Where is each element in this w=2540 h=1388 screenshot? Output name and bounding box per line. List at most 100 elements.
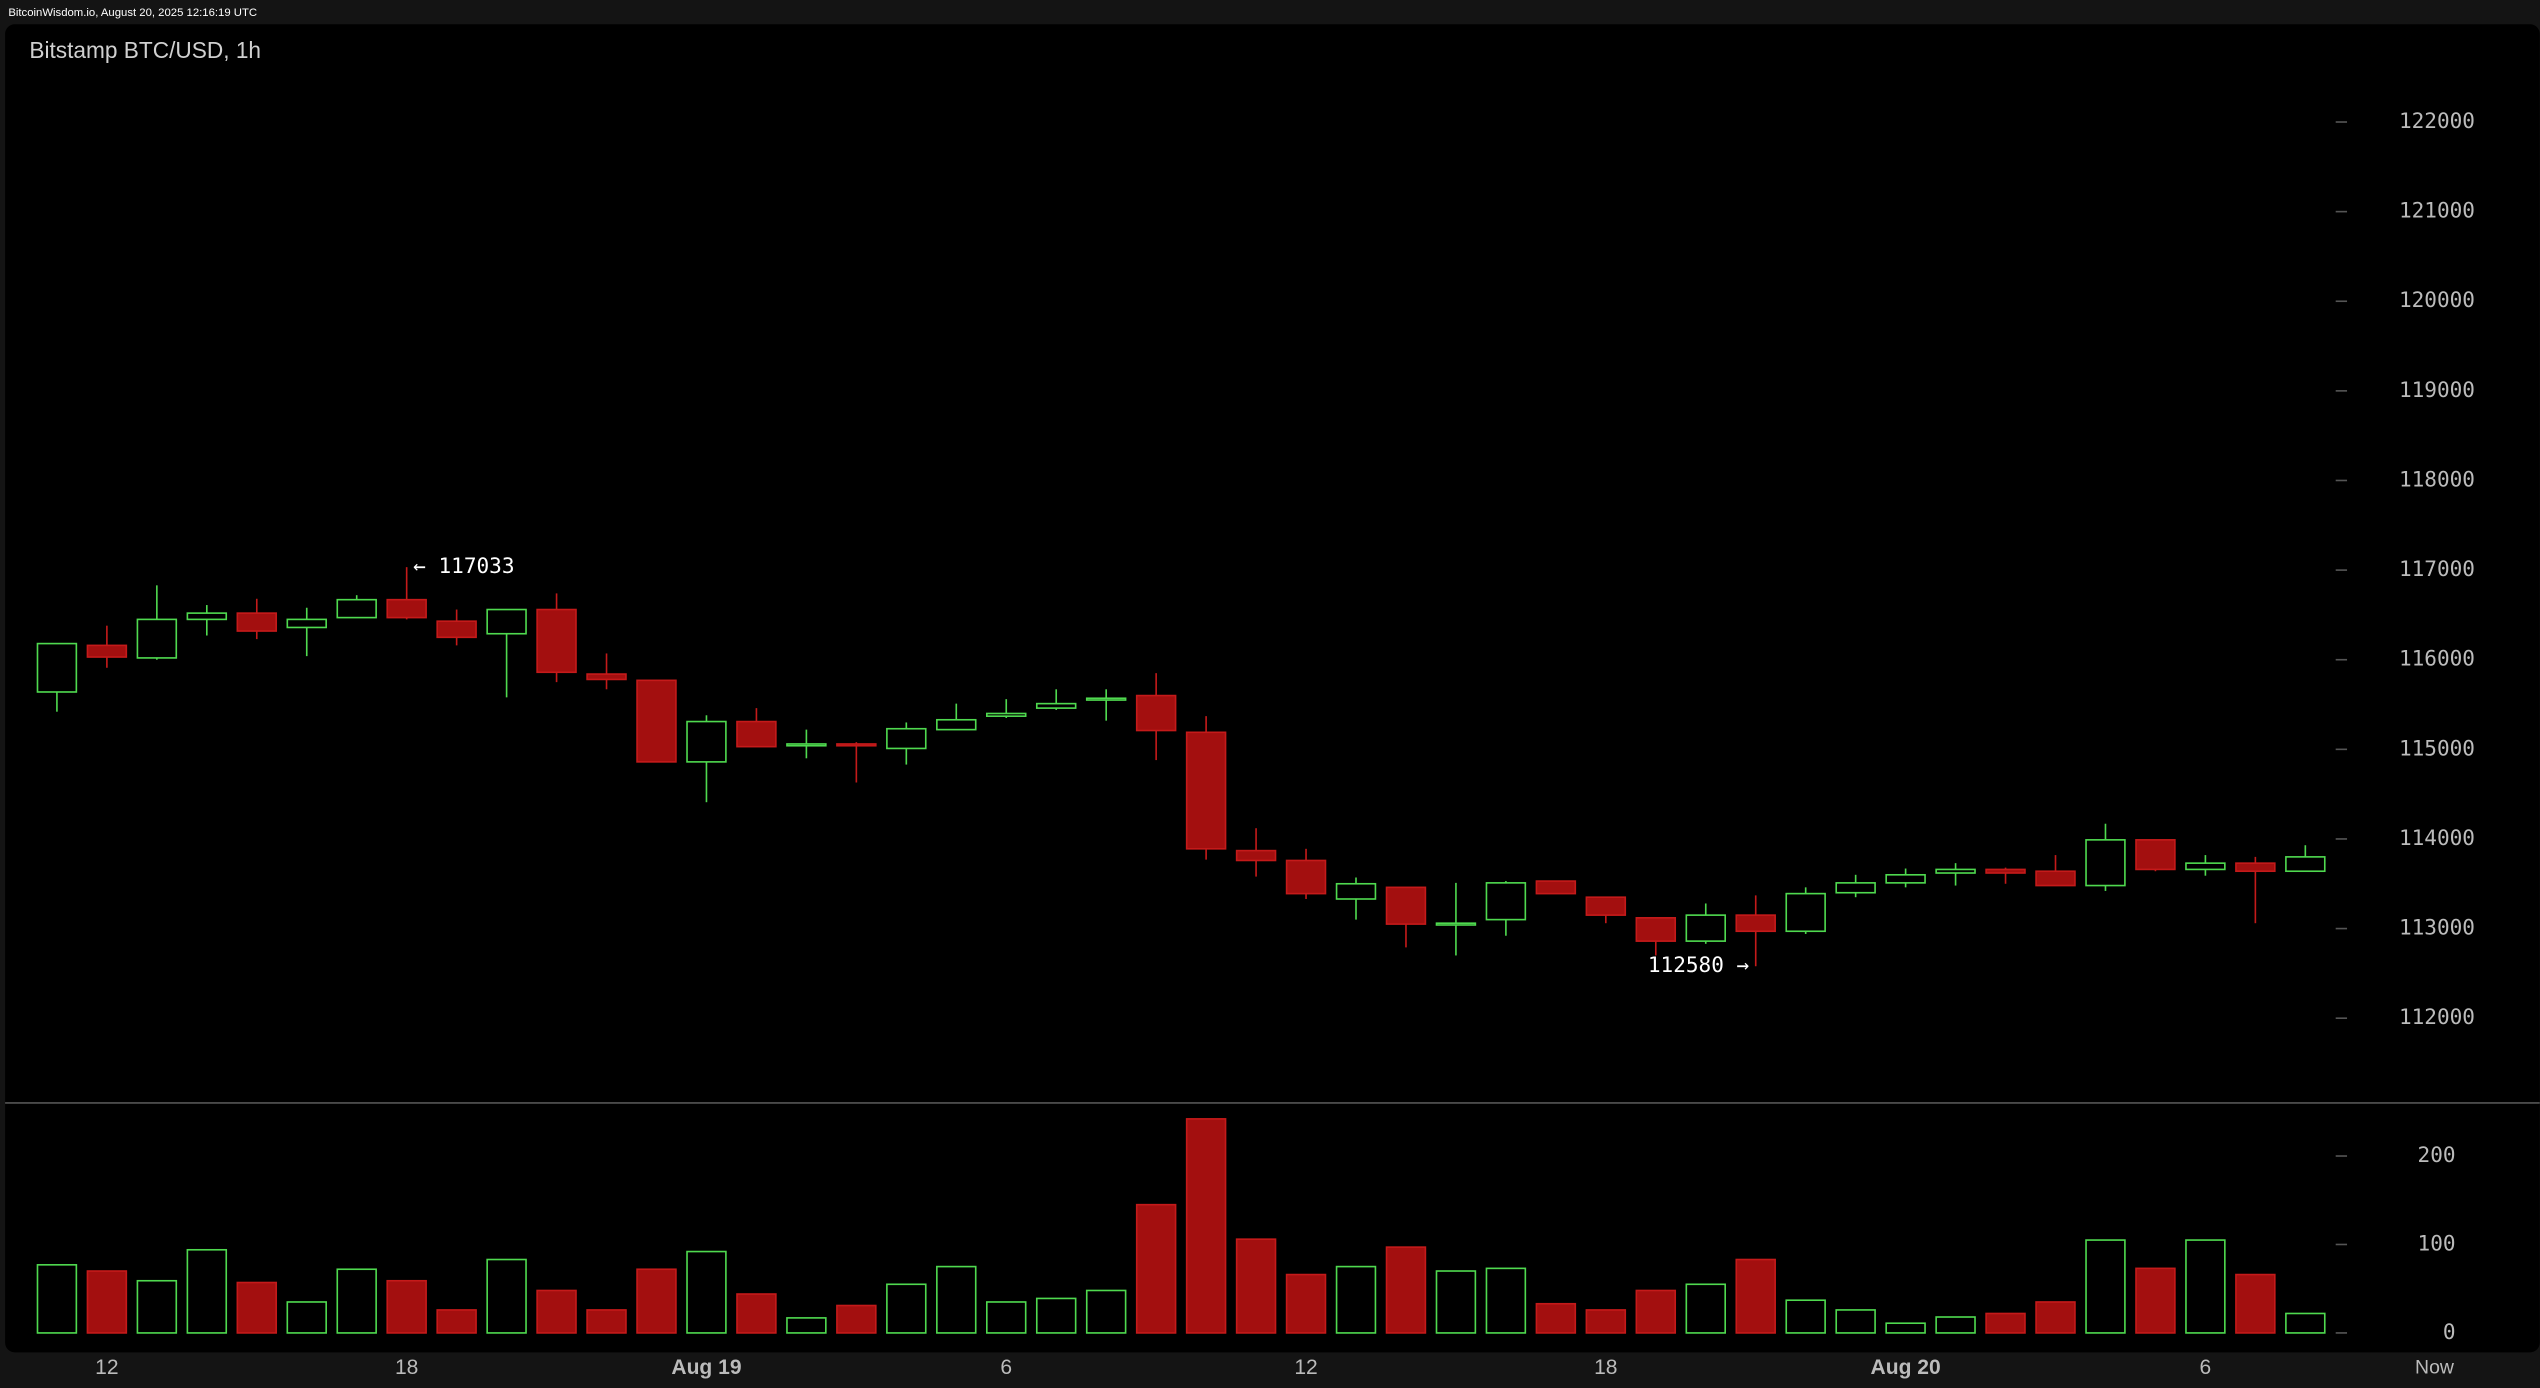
candle-body bbox=[186, 612, 228, 621]
volume-bar bbox=[936, 1265, 977, 1334]
x-tick-label: Aug 19 bbox=[671, 1356, 741, 1379]
candle-body bbox=[1735, 914, 1776, 933]
annotation: ← 117033 bbox=[413, 553, 514, 578]
y-tick-label: 116000 bbox=[2399, 646, 2475, 671]
volume-bar bbox=[1835, 1309, 1876, 1334]
volume-bar bbox=[2285, 1312, 2326, 1334]
x-end-label: Now bbox=[2415, 1357, 2455, 1379]
y-tick-label: 119000 bbox=[2399, 377, 2475, 402]
volume-bar bbox=[1085, 1289, 1127, 1334]
candle-body bbox=[236, 612, 278, 632]
candle-body bbox=[1635, 917, 1677, 942]
candle-body bbox=[886, 727, 927, 750]
annotation: 112580 → bbox=[1648, 952, 1749, 977]
volume-bar bbox=[1935, 1316, 1976, 1334]
candle-body bbox=[986, 712, 1027, 717]
candle-body bbox=[1835, 882, 1876, 894]
x-tick-label: 6 bbox=[2200, 1356, 2212, 1379]
volume-bar bbox=[1885, 1322, 1926, 1334]
candle-body bbox=[936, 718, 977, 731]
volume-bar bbox=[686, 1250, 727, 1334]
candle-body bbox=[1585, 896, 1627, 916]
candle-body bbox=[1685, 914, 1726, 942]
volume-tick-label: 100 bbox=[2418, 1230, 2456, 1255]
volume-bar bbox=[136, 1279, 178, 1334]
volume-tick-label: 0 bbox=[2443, 1319, 2456, 1344]
y-tick-label: 114000 bbox=[2399, 825, 2475, 850]
volume-bar bbox=[436, 1309, 477, 1334]
candle-body bbox=[436, 620, 477, 639]
candle-body bbox=[1285, 859, 1327, 895]
volume-bar bbox=[986, 1301, 1027, 1334]
candle-body bbox=[286, 618, 327, 629]
volume-tick-label: 200 bbox=[2418, 1142, 2456, 1167]
volume-bar bbox=[1185, 1118, 1227, 1334]
volume-bar bbox=[2235, 1273, 2276, 1334]
y-tick-label: 115000 bbox=[2399, 735, 2475, 760]
chart-title: Bitstamp BTC/USD, 1h bbox=[29, 37, 261, 63]
volume-bar bbox=[736, 1293, 777, 1334]
volume-bar bbox=[1135, 1203, 1177, 1334]
candle-body bbox=[36, 642, 78, 693]
candle-body bbox=[1035, 702, 1077, 709]
candle-body bbox=[136, 618, 178, 659]
x-tick-label: 6 bbox=[1000, 1356, 1012, 1379]
volume-bar bbox=[836, 1304, 877, 1334]
volume-bar bbox=[2185, 1239, 2226, 1334]
volume-bar bbox=[1035, 1297, 1077, 1334]
candle-body bbox=[586, 673, 627, 681]
x-tick-label: 12 bbox=[95, 1356, 118, 1379]
volume-bar bbox=[36, 1264, 78, 1334]
source-label: BitcoinWisdom.io, August 20, 2025 12:16:… bbox=[8, 7, 257, 19]
y-tick-label: 122000 bbox=[2399, 108, 2475, 133]
volume-bar bbox=[1235, 1238, 1277, 1334]
volume-bar bbox=[86, 1270, 128, 1334]
volume-bar bbox=[386, 1279, 427, 1334]
candle-body bbox=[736, 720, 777, 748]
volume-bar bbox=[586, 1309, 627, 1334]
x-tick-label: 12 bbox=[1294, 1356, 1317, 1379]
chart-area bbox=[5, 24, 2540, 1353]
volume-bar bbox=[336, 1268, 377, 1334]
volume-bar bbox=[1535, 1302, 1577, 1334]
volume-bar bbox=[1785, 1299, 1826, 1334]
candle-body bbox=[1235, 849, 1277, 862]
candle-body bbox=[1535, 880, 1577, 895]
x-tick-label: 18 bbox=[1594, 1356, 1617, 1379]
y-tick-label: 113000 bbox=[2399, 915, 2475, 940]
candle-body bbox=[1135, 694, 1177, 732]
volume-bar bbox=[2035, 1301, 2076, 1334]
candle-body bbox=[1485, 882, 1527, 921]
y-tick-label: 112000 bbox=[2399, 1004, 2475, 1029]
candle-body bbox=[686, 720, 727, 763]
volume-bar bbox=[1735, 1258, 1776, 1334]
x-tick-label: 18 bbox=[395, 1356, 418, 1379]
candle-body bbox=[336, 598, 377, 619]
candle-body bbox=[636, 679, 677, 763]
volume-bar bbox=[2085, 1239, 2126, 1334]
candle-body bbox=[486, 608, 527, 635]
candle-body bbox=[1985, 868, 2026, 874]
y-tick-label: 117000 bbox=[2399, 556, 2475, 581]
volume-bar bbox=[286, 1301, 327, 1334]
x-tick-label: Aug 20 bbox=[1871, 1356, 1941, 1379]
volume-bar bbox=[886, 1283, 927, 1334]
volume-bar bbox=[236, 1281, 278, 1334]
volume-bar bbox=[1635, 1289, 1677, 1334]
candle-body bbox=[2185, 862, 2226, 871]
y-tick-label: 118000 bbox=[2399, 466, 2475, 491]
candle-body bbox=[786, 743, 827, 747]
candle-body bbox=[1385, 886, 1427, 925]
volume-bar bbox=[1685, 1283, 1726, 1334]
candle-body bbox=[2085, 839, 2126, 887]
volume-bar bbox=[186, 1248, 228, 1334]
volume-bar bbox=[1385, 1246, 1427, 1334]
y-tick-label: 120000 bbox=[2399, 287, 2475, 312]
candle-body bbox=[2235, 862, 2276, 873]
volume-bar bbox=[786, 1317, 827, 1334]
candle-body bbox=[2285, 856, 2326, 873]
volume-bar bbox=[486, 1258, 527, 1334]
candle-body bbox=[536, 608, 577, 674]
